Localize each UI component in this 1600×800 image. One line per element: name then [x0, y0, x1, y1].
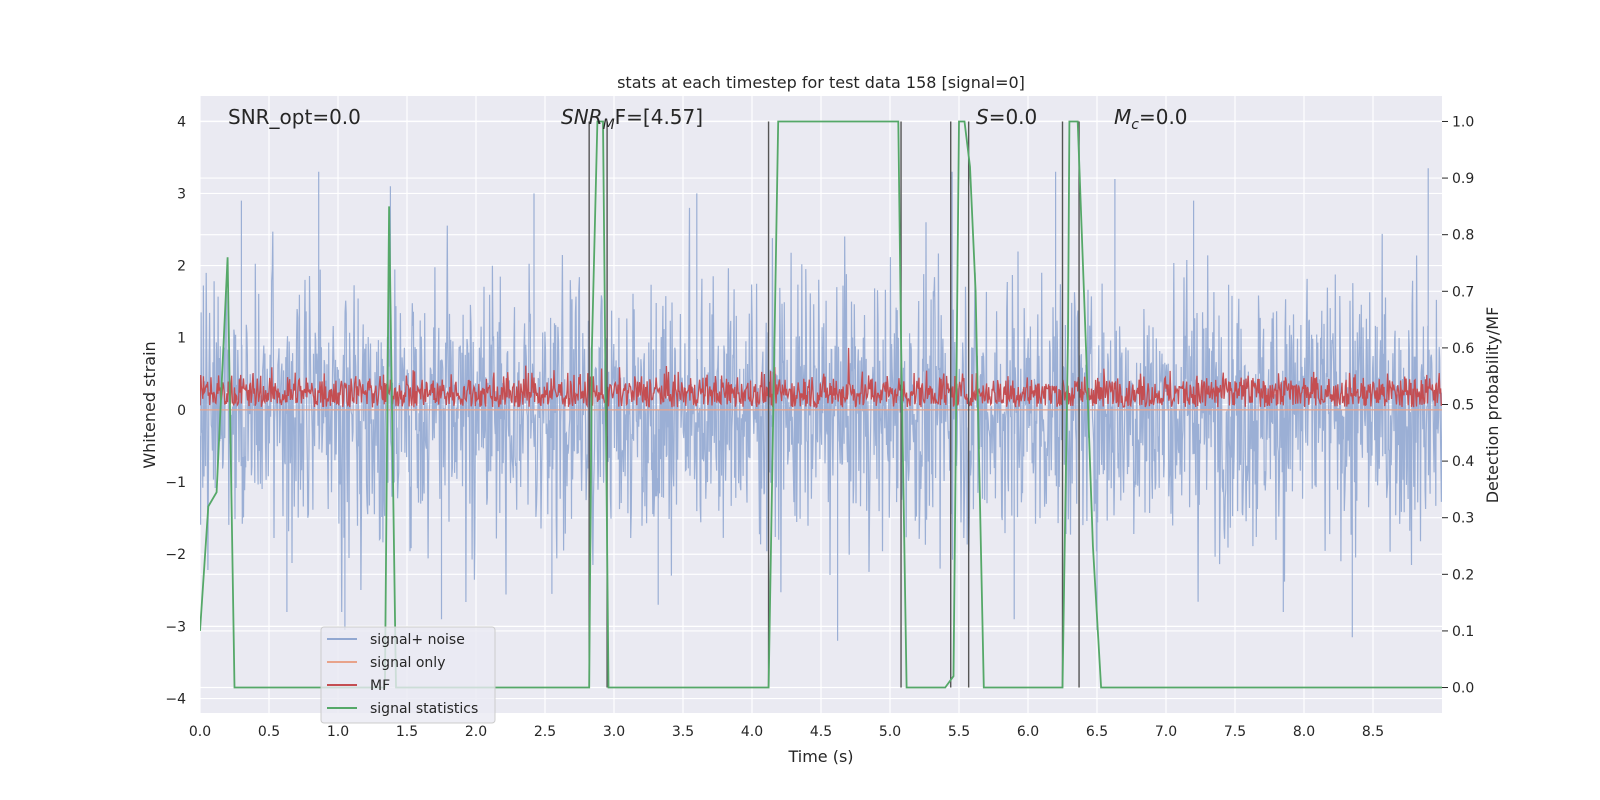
x-tick-label: 0.5 [258, 724, 280, 740]
x-tick-label: 3.0 [603, 724, 625, 740]
x-tick-label: 7.0 [1155, 724, 1177, 740]
annotation-mc-sub: c [1131, 117, 1139, 133]
x-tick-label: 0.0 [189, 724, 211, 740]
x-axis-label: Time (s) [787, 747, 853, 766]
series-mf [200, 347, 1442, 409]
y-tick-label: −2 [165, 547, 186, 563]
y2-tick-label: 0.2 [1452, 567, 1474, 583]
annotation-snr-mf-rest: F=[4.57] [615, 105, 703, 129]
annotation-snr-mf: SNRMF=[4.57] [561, 105, 703, 133]
x-tick-label: 8.5 [1362, 724, 1384, 740]
y-tick-label: −3 [165, 619, 186, 635]
legend-label-signal-noise: signal+ noise [370, 632, 465, 648]
x-tick-label: 2.5 [534, 724, 556, 740]
x-tick-label: 6.5 [1086, 724, 1108, 740]
y-tick-label: 2 [177, 259, 186, 275]
legend-label-signal-only: signal only [370, 655, 445, 671]
annotation-mc-main: M [1114, 105, 1131, 129]
x-tick-label: 1.5 [396, 724, 418, 740]
y2-tick-label: 0.7 [1452, 284, 1474, 300]
x-tick-label: 1.0 [327, 724, 349, 740]
legend-box [320, 626, 496, 724]
y2-tick-label: 1.0 [1452, 114, 1474, 130]
y2-tick-label: 0.6 [1452, 341, 1474, 357]
y2-axis-label: Detection probability/MF [1483, 307, 1502, 504]
legend: signal+ noise signal only MF signal stat… [320, 626, 496, 724]
y-tick-label: 0 [177, 403, 186, 419]
y-tick-label: −4 [165, 692, 186, 708]
x-tick-label: 2.0 [465, 724, 487, 740]
plot-area [200, 120, 1442, 689]
x-tick-label: 7.5 [1224, 724, 1246, 740]
annotation-s-rest: =0.0 [989, 105, 1038, 129]
x-tick-label: 8.0 [1293, 724, 1315, 740]
x-axis-ticks: 0.0 0.5 1.0 1.5 2.0 2.5 3.0 3.5 4.0 4.5 5.0 5.5 6.0 6… [189, 724, 1384, 740]
legend-label-signal-statistics: signal statistics [370, 701, 478, 717]
y2-axis-ticks: 1.0 0.9 0.8 0.7 0.6 0.5 0.4 0.3 0.2 0.1 0.0 [1442, 114, 1474, 697]
annotation-snr-opt: SNR_opt=0.0 [228, 105, 361, 129]
legend-item-mf: MF [327, 678, 390, 694]
legend-item-signal-noise: signal+ noise [327, 632, 465, 648]
y-tick-label: 1 [177, 331, 186, 347]
legend-label-mf: MF [370, 678, 390, 694]
y-tick-label: 4 [177, 114, 186, 130]
x-tick-label: 4.0 [741, 724, 763, 740]
x-tick-label: 3.5 [672, 724, 694, 740]
legend-item-signal-only: signal only [327, 655, 445, 671]
y2-tick-label: 0.4 [1452, 454, 1474, 470]
annotation-mc: Mc=0.0 [1114, 105, 1188, 133]
annotation-s-main: S [976, 105, 989, 129]
y-axis-ticks: 4 3 2 1 0 −1 −2 −3 −4 [165, 114, 186, 707]
y2-tick-label: 0.9 [1452, 171, 1474, 187]
x-tick-label: 5.5 [948, 724, 970, 740]
y2-tick-label: 0.8 [1452, 228, 1474, 244]
annotation-snr-mf-main: SNR [561, 105, 603, 129]
y2-tick-label: 0.0 [1452, 681, 1474, 697]
chart-title: stats at each timestep for test data 158… [617, 73, 1025, 92]
annotation-s: S=0.0 [976, 105, 1037, 129]
y2-tick-label: 0.5 [1452, 398, 1474, 414]
annotation-snr-mf-sub: M [603, 117, 615, 133]
y2-tick-label: 0.3 [1452, 511, 1474, 527]
y-axis-label: Whitened strain [140, 341, 159, 468]
annotation-mc-rest: =0.0 [1139, 105, 1188, 129]
legend-item-signal-statistics: signal statistics [327, 701, 478, 717]
y-tick-label: −1 [165, 475, 186, 491]
x-tick-label: 6.0 [1017, 724, 1039, 740]
y2-tick-label: 0.1 [1452, 624, 1474, 640]
x-tick-label: 4.5 [810, 724, 832, 740]
y-tick-label: 3 [177, 186, 186, 202]
series-signal-statistics [200, 120, 1442, 689]
x-tick-label: 5.0 [879, 724, 901, 740]
